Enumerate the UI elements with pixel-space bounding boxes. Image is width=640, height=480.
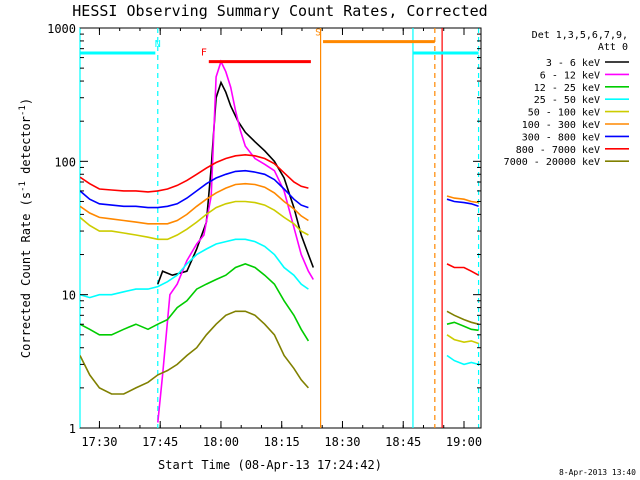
- y-tick-label-0: 1: [69, 422, 76, 436]
- chart-title: HESSI Observing Summary Count Rates, Cor…: [72, 2, 487, 20]
- series-line-800-7000-kev: [80, 153, 309, 193]
- legend-label-50-100-kev: 50 - 100 keV: [528, 108, 600, 119]
- series-line-7000-20000-kev-part1: [446, 310, 479, 325]
- legend-header-detectors: Det 1,3,5,6,7,9,: [532, 30, 628, 41]
- date-stamp: 8-Apr-2013 13:40: [559, 468, 636, 477]
- vertical-markers: [79, 28, 480, 428]
- marker-label-s: S: [315, 28, 321, 39]
- plot-area: [79, 27, 482, 429]
- series-line-25-50-kev-part1: [446, 354, 479, 366]
- x-axis: 17:30 17:45 18:00 18:15 18:30 18:45 19:00: [81, 28, 482, 449]
- legend-label-6-12-kev: 6 - 12 keV: [540, 70, 600, 81]
- interval-markers: N F S: [80, 28, 479, 64]
- series-line-7000-20000-kev: [80, 310, 309, 395]
- x-tick-label-4: 18:30: [324, 435, 360, 449]
- series-line-100-300-kev: [80, 182, 309, 225]
- series-lines: [80, 59, 479, 423]
- series-line-25-50-kev: [80, 238, 309, 299]
- series-line-3-6-kev: [157, 80, 315, 285]
- y-tick-label-2: 100: [54, 155, 76, 169]
- legend-label-3-6-kev: 3 - 6 keV: [546, 58, 600, 69]
- x-tick-label-0: 17:30: [81, 435, 117, 449]
- series-line-12-25-kev: [80, 263, 310, 342]
- legend-header-attenuator: Att 0: [598, 42, 628, 53]
- series-line-50-100-kev: [80, 200, 309, 241]
- y-axis: 1 10 100 1000: [47, 22, 481, 436]
- x-axis-label: Start Time (08-Apr-13 17:24:42): [158, 458, 382, 472]
- series-line-300-800-kev-part1: [446, 198, 479, 208]
- series-line-300-800-kev: [80, 169, 309, 209]
- marker-label-f: F: [201, 48, 207, 59]
- legend-label-12-25-kev: 12 - 25 keV: [534, 83, 600, 94]
- y-tick-label-3: 1000: [47, 22, 76, 36]
- series-line-12-25-kev-part1: [446, 321, 479, 332]
- series-line-50-100-kev-part1: [446, 334, 479, 345]
- legend-label-100-300-kev: 100 - 300 keV: [522, 120, 600, 131]
- y-axis-label: Corrected Count Rate (s-1 detector-1): [18, 98, 33, 358]
- marker-label-n: N: [155, 39, 161, 50]
- legend-label-800-7000-kev: 800 - 7000 keV: [516, 145, 600, 156]
- x-tick-label-6: 19:00: [446, 435, 482, 449]
- legend-label-300-800-kev: 300 - 800 keV: [522, 132, 600, 143]
- x-tick-label-3: 18:15: [264, 435, 300, 449]
- series-line-100-300-kev-part1: [446, 195, 479, 204]
- legend-label-25-50-kev: 25 - 50 keV: [534, 95, 600, 106]
- plot-border: [79, 27, 482, 429]
- y-tick-label-1: 10: [62, 289, 76, 303]
- x-tick-label-1: 17:45: [142, 435, 178, 449]
- x-tick-label-2: 18:00: [203, 435, 239, 449]
- x-tick-label-5: 18:45: [385, 435, 421, 449]
- legend-label-7000-20000-kev: 7000 - 20000 keV: [504, 157, 600, 168]
- series-line-800-7000-kev-part1: [446, 263, 479, 276]
